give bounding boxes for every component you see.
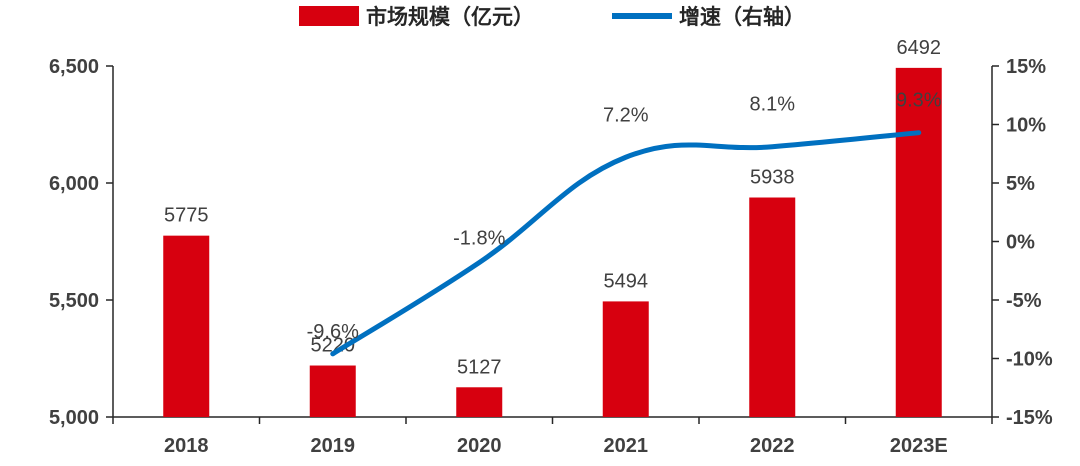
x-tick-label: 2020 [457, 435, 502, 457]
x-tick-label: 2021 [604, 435, 649, 457]
bar-label: 5220 [311, 335, 356, 357]
x-tick-label: 2022 [750, 435, 795, 457]
axes: 5,000 5,500 6,000 6,500 -15% -10% -5% 0% 5% 10% 15… [49, 56, 1053, 457]
line-point-label: 9.3% [896, 90, 942, 112]
bar-label: 5494 [604, 270, 649, 292]
legend-label-line: 增速（右轴） [679, 5, 805, 29]
y-right-tick-label: -10% [1006, 349, 1053, 371]
growth-line [330, 130, 922, 357]
x-tick-label: 2023E [890, 435, 948, 457]
bar-series [163, 67, 942, 417]
line-point-label: -9.6% [307, 321, 359, 343]
line-data-labels: -9.6% -1.8% 7.2% 8.1% 9.3% [307, 90, 942, 343]
y-left-tick-label: 6,500 [49, 56, 99, 78]
y-right-tick-label: -15% [1006, 407, 1053, 429]
y-left-tick-label: 5,000 [49, 407, 99, 429]
bar-label: 5127 [457, 356, 502, 378]
bar-data-labels: 5775 5220 5127 5494 5938 6492 [164, 37, 941, 378]
bar [749, 197, 796, 417]
line-point-label: 8.1% [749, 94, 795, 116]
bar [163, 235, 210, 417]
y-right-tick-label: 5% [1006, 173, 1035, 195]
bar-label: 5775 [164, 205, 209, 227]
y-left-tick-label: 5,500 [49, 290, 99, 312]
bar [309, 365, 356, 417]
line-series [330, 130, 922, 357]
line-point-label: 7.2% [603, 104, 649, 126]
bar-label: 6492 [897, 37, 942, 59]
y-right-tick-label: 10% [1006, 115, 1046, 137]
bar [602, 301, 649, 417]
y-right-tick-label: 0% [1006, 232, 1035, 254]
legend-label-bar: 市场规模（亿元） [366, 5, 534, 29]
y-right-tick-label: 15% [1006, 56, 1046, 78]
y-right-tick-label: -5% [1006, 290, 1042, 312]
legend: 市场规模（亿元） 增速（右轴） [299, 5, 805, 29]
bar [895, 67, 942, 417]
y-left-tick-label: 6,000 [49, 173, 99, 195]
bar-label: 5938 [750, 167, 795, 189]
x-tick-label: 2018 [164, 435, 209, 457]
bar [456, 387, 503, 417]
line-point-label: -1.8% [453, 228, 505, 250]
legend-swatch-bar [299, 6, 359, 26]
x-tick-label: 2019 [311, 435, 356, 457]
